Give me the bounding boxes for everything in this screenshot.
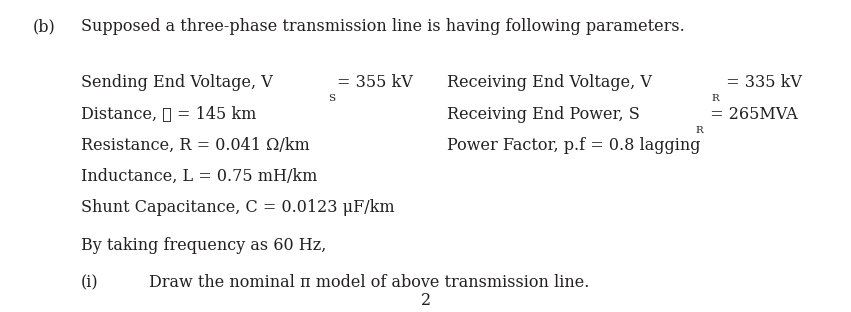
Text: By taking frequency as 60 Hz,: By taking frequency as 60 Hz,: [81, 236, 326, 254]
Text: R: R: [711, 95, 719, 103]
Text: Inductance, L = 0.75 mH/km: Inductance, L = 0.75 mH/km: [81, 168, 317, 185]
Text: Receiving End Power, S: Receiving End Power, S: [447, 105, 639, 123]
Text: Draw the nominal π model of above transmission line.: Draw the nominal π model of above transm…: [149, 274, 589, 291]
Text: 2: 2: [420, 292, 431, 309]
Text: Shunt Capacitance, C = 0.0123 μF/km: Shunt Capacitance, C = 0.0123 μF/km: [81, 199, 395, 216]
Text: Supposed a three-phase transmission line is having following parameters.: Supposed a three-phase transmission line…: [81, 18, 684, 35]
Text: = 335 kV: = 335 kV: [721, 74, 802, 91]
Text: (b): (b): [32, 18, 55, 35]
Text: (i): (i): [81, 274, 99, 291]
Text: S: S: [328, 95, 335, 103]
Text: R: R: [695, 126, 703, 134]
Text: Distance, ℓ = 145 km: Distance, ℓ = 145 km: [81, 105, 256, 123]
Text: = 265MVA: = 265MVA: [705, 105, 798, 123]
Text: Receiving End Voltage, V: Receiving End Voltage, V: [447, 74, 652, 91]
Text: = 355 kV: = 355 kV: [338, 74, 414, 91]
Text: Resistance, R = 0.041 Ω/km: Resistance, R = 0.041 Ω/km: [81, 137, 310, 154]
Text: Power Factor, p.f = 0.8 lagging: Power Factor, p.f = 0.8 lagging: [447, 137, 700, 154]
Text: Sending End Voltage, V: Sending End Voltage, V: [81, 74, 272, 91]
